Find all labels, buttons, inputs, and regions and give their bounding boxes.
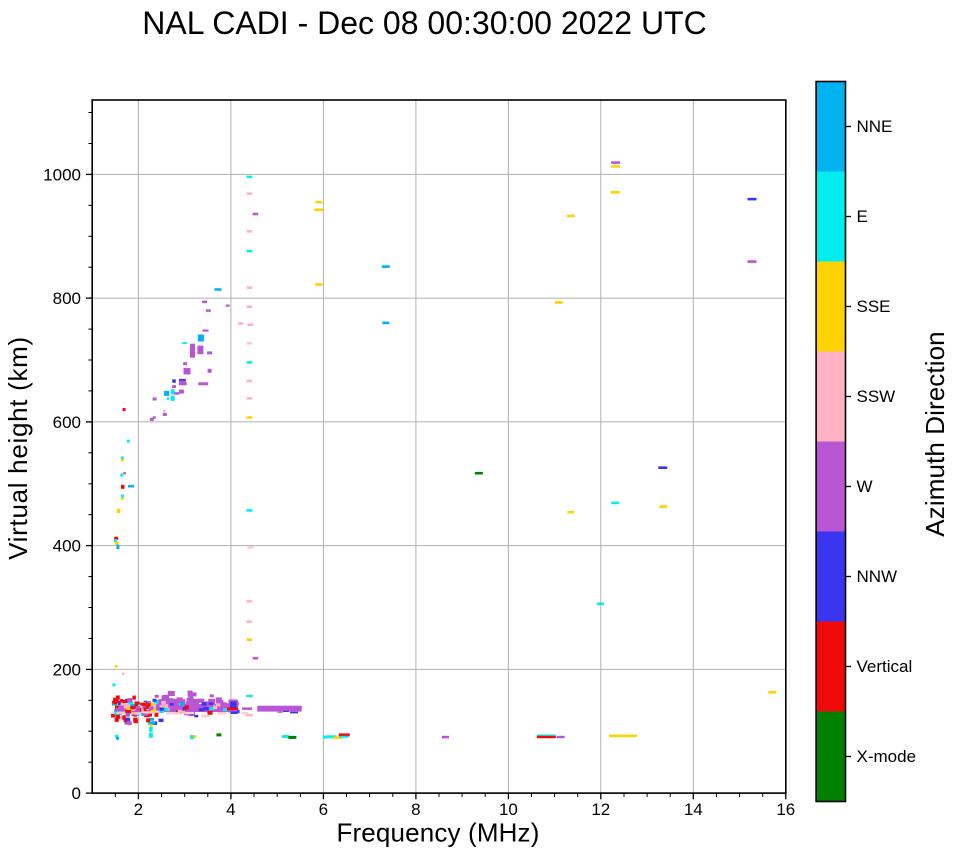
svg-text:0: 0 — [72, 784, 81, 803]
svg-text:8: 8 — [411, 800, 420, 819]
svg-text:12: 12 — [591, 800, 610, 819]
svg-text:Vertical: Vertical — [857, 657, 913, 676]
svg-text:10: 10 — [499, 800, 518, 819]
svg-text:W: W — [857, 477, 873, 496]
svg-text:800: 800 — [53, 289, 81, 308]
svg-text:2: 2 — [134, 800, 143, 819]
svg-text:NNW: NNW — [857, 567, 898, 586]
svg-text:16: 16 — [776, 800, 795, 819]
svg-text:1000: 1000 — [43, 165, 81, 184]
svg-text:Frequency (MHz): Frequency (MHz) — [336, 818, 539, 848]
svg-text:NAL CADI - Dec 08 00:30:00 202: NAL CADI - Dec 08 00:30:00 2022 UTC — [142, 5, 706, 41]
svg-text:200: 200 — [53, 660, 81, 679]
svg-text:4: 4 — [226, 800, 235, 819]
svg-text:Azimuth Direction: Azimuth Direction — [920, 331, 950, 536]
svg-text:6: 6 — [319, 800, 328, 819]
svg-text:NNE: NNE — [857, 117, 893, 136]
svg-text:X-mode: X-mode — [857, 747, 917, 766]
svg-text:400: 400 — [53, 537, 81, 556]
svg-text:14: 14 — [684, 800, 703, 819]
svg-text:SSE: SSE — [857, 297, 891, 316]
svg-text:600: 600 — [53, 413, 81, 432]
svg-text:Virtual height (km): Virtual height (km) — [3, 336, 33, 560]
svg-text:SSW: SSW — [857, 387, 896, 406]
svg-text:E: E — [857, 207, 868, 226]
